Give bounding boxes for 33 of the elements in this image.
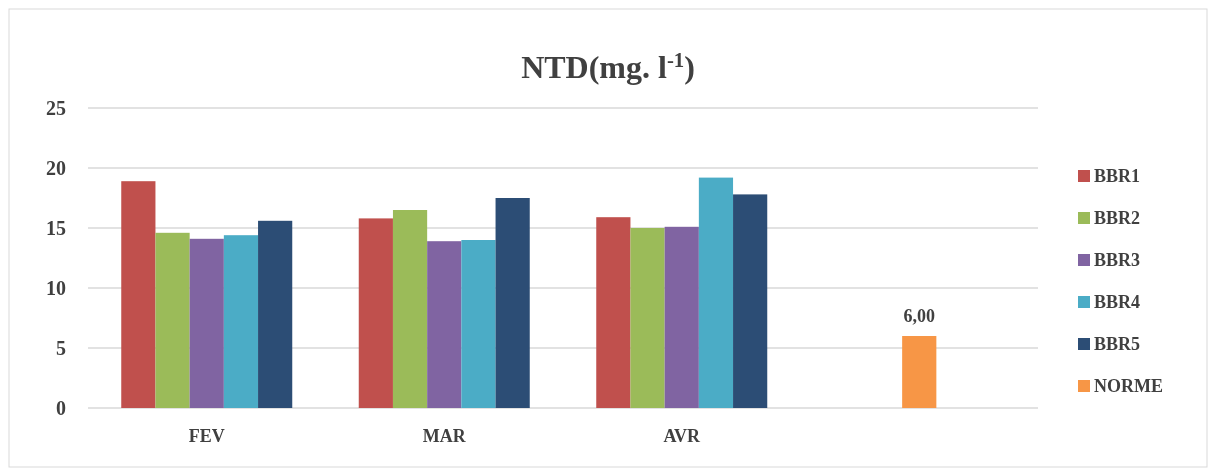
legend-label: BBR2 [1094,208,1141,229]
y-tick-label: 15 [46,217,66,239]
bar [902,336,937,408]
data-label: 6,00 [903,306,935,326]
bar [358,218,393,408]
bar [495,198,530,408]
bar [733,194,768,408]
x-tick-label: FEV [188,426,225,446]
x-tick-label: MAR [422,426,467,446]
legend-label: BBR1 [1094,166,1141,187]
y-tick-label: 25 [46,97,66,119]
bar [121,181,156,408]
bar [630,228,665,408]
bar [392,210,428,408]
bar [461,240,496,408]
y-tick-label: 0 [56,397,66,419]
legend-label: BBR3 [1094,250,1141,271]
bar [223,235,259,408]
x-tick-label: AVR [663,426,702,446]
bar [189,238,224,408]
legend-label: BBR5 [1094,334,1141,355]
bar [155,232,190,408]
bar [664,226,699,408]
y-tick-label: 10 [46,277,66,299]
legend-label: NORME [1094,376,1163,397]
bar [698,177,734,408]
y-tick-label: 5 [56,337,66,359]
y-tick-label: 20 [46,157,66,179]
chart-title: NTD(mg. l$^{-1}$) [521,47,695,85]
bar [427,241,462,408]
bar [258,220,293,408]
bar [596,217,631,408]
legend-label: BBR4 [1094,292,1141,313]
